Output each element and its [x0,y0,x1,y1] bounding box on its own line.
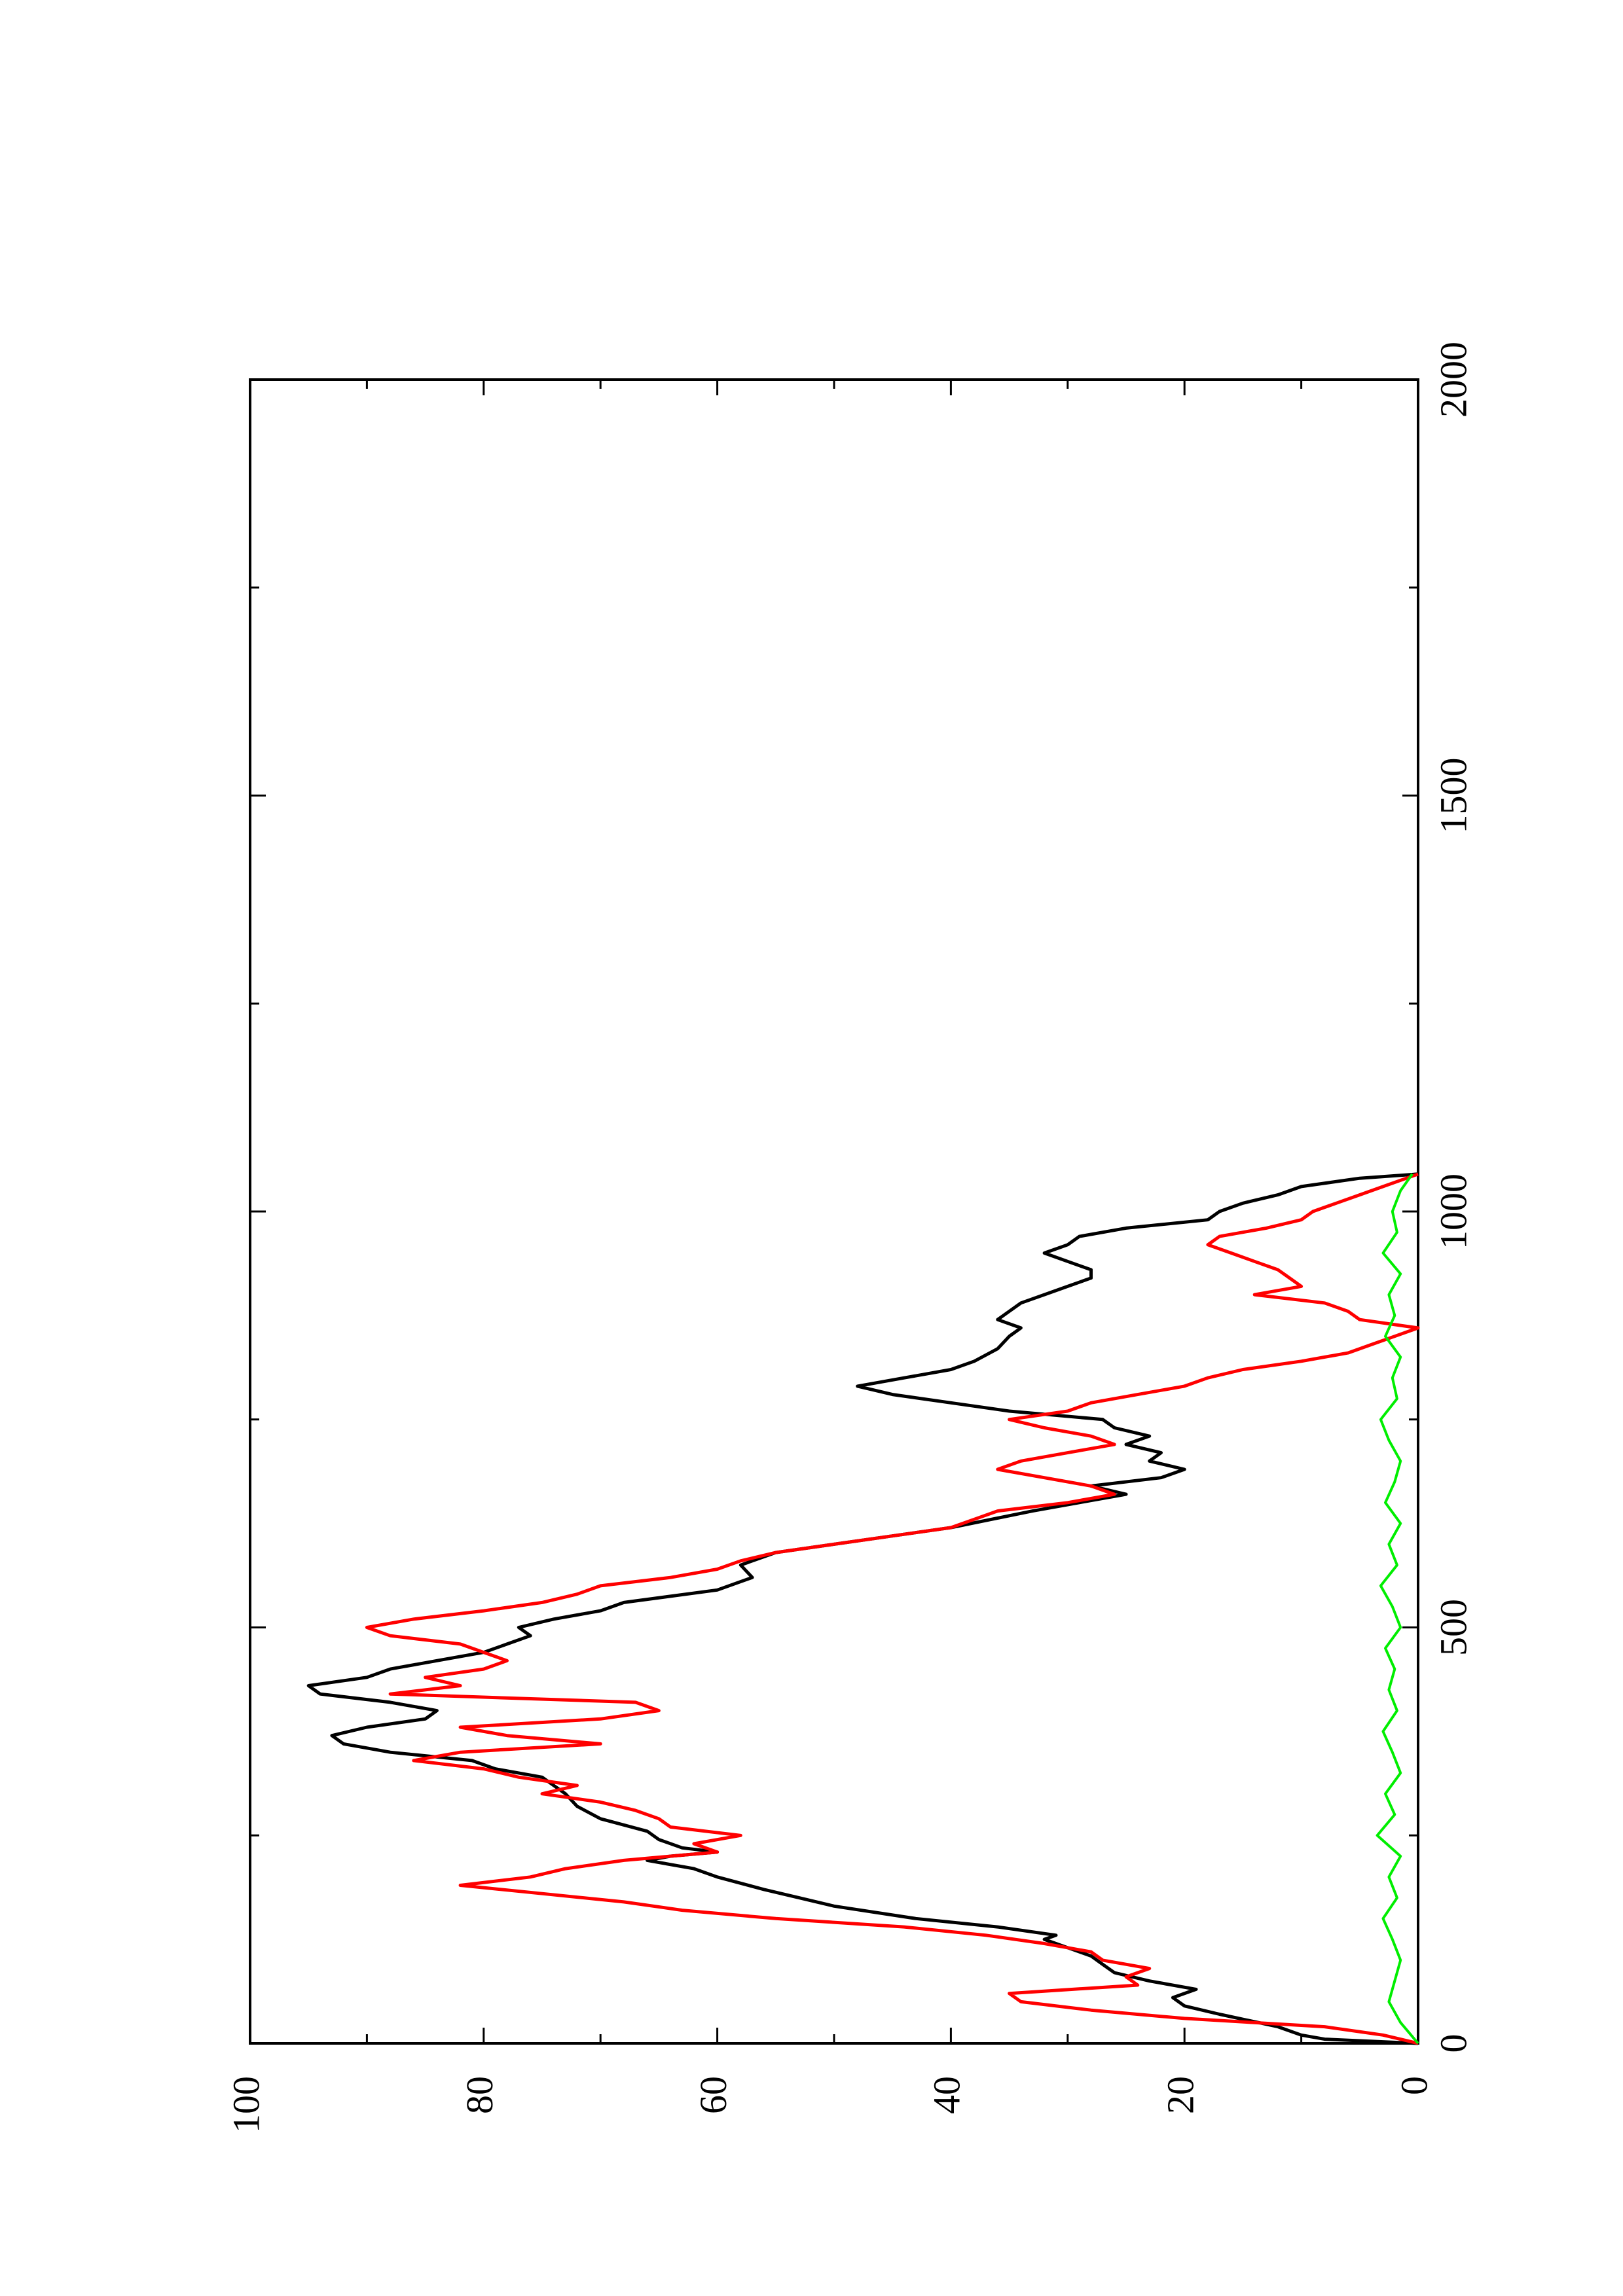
y-tick-label: 100 [225,2076,267,2133]
x-tick-label: 2000 [1432,342,1474,418]
tick-marks [249,378,1419,2045]
x-tick-label: 1500 [1432,758,1474,834]
y-tick-label: 40 [926,2076,968,2114]
y-tick-label: 60 [692,2076,735,2114]
y-tick-label: 0 [1393,2076,1435,2095]
series-line-2 [365,1172,1420,2045]
plot-frame [249,378,1419,2045]
y-tick-label: 80 [458,2076,501,2114]
x-tick-label: 0 [1432,2034,1474,2053]
y-tick-label: 20 [1159,2076,1202,2114]
x-tick-label: 1000 [1432,1174,1474,1249]
series-group [306,1172,1420,2045]
series-line-1 [306,1172,1419,2045]
series-line-3 [1376,1173,1419,2045]
x-tick-label: 500 [1432,1599,1474,1656]
tick-labels: 0 500 1000 1500 2000 0 20 40 60 80 100 [225,342,1474,2133]
